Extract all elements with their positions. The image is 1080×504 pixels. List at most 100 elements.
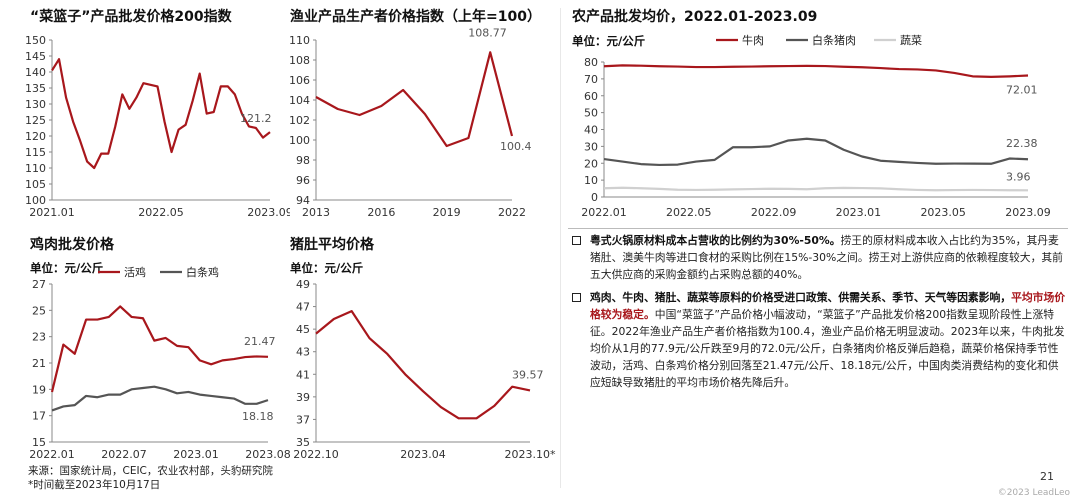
source-note: 来源：国家统计局，CEIC，农业农村部，头豹研究院 *时间截至2023年10月1… bbox=[28, 464, 273, 492]
chart-basket: 100 105 110 115 120 125 130 135 140 145 150 2021.01… bbox=[25, 34, 290, 219]
y-tick-label: 0 bbox=[591, 191, 598, 204]
series-line-牛肉 bbox=[603, 64, 1029, 78]
bullet-lead: 粤式火锅原材料成本占营收的比例约为30%-50%。 bbox=[590, 234, 841, 247]
data-label: 100.4 bbox=[500, 140, 532, 153]
bullet-list: 粤式火锅原材料成本占营收的比例约为30%-50%。捞王的原材料成本收入占比约为3… bbox=[568, 232, 1068, 397]
column-divider bbox=[560, 8, 561, 488]
y-tick-label: 50 bbox=[584, 107, 598, 120]
y-tick-label: 80 bbox=[584, 56, 598, 69]
y-tick-label: 21 bbox=[32, 357, 46, 370]
y-tick-label: 17 bbox=[32, 410, 46, 423]
y-tick-label: 39 bbox=[296, 391, 310, 404]
bullet-item: 粤式火锅原材料成本占营收的比例约为30%-50%。捞王的原材料成本收入占比约为3… bbox=[568, 232, 1068, 283]
y-tick-label: 30 bbox=[584, 140, 598, 153]
x-tick-label: 2022.01 bbox=[581, 206, 627, 219]
x-tick-label: 2022.09 bbox=[751, 206, 797, 219]
y-tick-label: 104 bbox=[289, 94, 310, 107]
y-tick-label: 150 bbox=[25, 34, 46, 47]
y-tick-label: 106 bbox=[289, 74, 310, 87]
y-tick-label: 98 bbox=[296, 154, 310, 167]
chart-chicken: 15 17 19 21 23 25 27 2022.01 2022.07 2023.01 2023.… bbox=[29, 266, 290, 461]
y-tick-label: 60 bbox=[584, 90, 598, 103]
chart-title-agri: 农产品批发均价，2022.01-2023.09 bbox=[572, 9, 818, 25]
y-tick-label: 10 bbox=[584, 174, 598, 187]
x-tick-label: 2023.01 bbox=[836, 206, 882, 219]
x-tick-label: 2023.08 bbox=[245, 448, 290, 461]
y-tick-label: 70 bbox=[584, 73, 598, 86]
y-tick-label: 37 bbox=[296, 413, 310, 426]
x-tick-label: 2022 bbox=[498, 206, 526, 219]
bullet-lead: 鸡肉、牛肉、猪肚、蔬菜等原料的价格受进口政策、供需关系、季节、天气等因素影响， bbox=[590, 291, 1012, 304]
y-tick-label: 108 bbox=[289, 54, 310, 67]
y-tick-label: 45 bbox=[296, 323, 310, 336]
y-tick-label: 41 bbox=[296, 368, 310, 381]
legend-label: 白条猪肉 bbox=[812, 33, 856, 47]
data-label: 39.57 bbox=[512, 368, 544, 381]
chart-unit-agri: 单位：元/公斤 bbox=[572, 34, 646, 48]
copyright: ©2023 LeadLeo bbox=[997, 488, 1070, 498]
x-tick-label: 2022.05 bbox=[138, 206, 184, 219]
y-tick-label: 96 bbox=[296, 174, 310, 187]
y-tick-label: 100 bbox=[289, 134, 310, 147]
x-tick-label: 2022.07 bbox=[101, 448, 147, 461]
y-tick-label: 145 bbox=[25, 50, 46, 63]
y-tick-label: 120 bbox=[25, 130, 46, 143]
y-tick-label: 125 bbox=[25, 114, 46, 127]
data-label: 22.38 bbox=[1006, 137, 1038, 150]
y-tick-label: 94 bbox=[296, 194, 310, 207]
chart-tripe: 35 37 39 41 43 45 47 49 2022.10 2023.04 2023.10* 39… bbox=[293, 278, 556, 461]
series-line-main bbox=[315, 309, 531, 420]
chart-title-basket: “菜篮子”产品批发价格200指数 bbox=[30, 9, 232, 25]
y-tick-label: 27 bbox=[32, 278, 46, 291]
y-tick-label: 40 bbox=[584, 124, 598, 137]
y-tick-label: 47 bbox=[296, 301, 310, 314]
page-number: 21 bbox=[1040, 470, 1054, 483]
y-tick-label: 19 bbox=[32, 383, 46, 396]
y-tick-label: 110 bbox=[289, 34, 310, 47]
series-line-白条鸡 bbox=[51, 385, 269, 412]
y-tick-label: 110 bbox=[25, 162, 46, 175]
data-label: 108.77 bbox=[468, 28, 507, 39]
chart-title-chicken: 鸡肉批发价格 bbox=[30, 237, 114, 253]
y-tick-label: 102 bbox=[289, 114, 310, 127]
legend-label: 白条鸡 bbox=[186, 266, 219, 279]
y-tick-label: 140 bbox=[25, 66, 46, 79]
chart-title-tripe: 猪肚平均价格 bbox=[290, 237, 374, 253]
x-tick-label: 2019 bbox=[433, 206, 461, 219]
x-tick-label: 2023.09 bbox=[247, 206, 290, 219]
y-tick-label: 100 bbox=[25, 194, 46, 207]
x-tick-label: 2022.01 bbox=[29, 448, 75, 461]
y-tick-label: 35 bbox=[296, 436, 310, 449]
bullet-item: 鸡肉、牛肉、猪肚、蔬菜等原料的价格受进口政策、供需关系、季节、天气等因素影响，平… bbox=[568, 289, 1068, 391]
bullet-highlight: 平均市场价格较为稳定。 bbox=[590, 291, 1066, 321]
x-tick-label: 2023.04 bbox=[400, 448, 446, 461]
x-tick-label: 2013 bbox=[302, 206, 330, 219]
y-tick-label: 25 bbox=[32, 304, 46, 317]
checkbox-square-icon bbox=[572, 293, 581, 302]
y-tick-label: 105 bbox=[25, 178, 46, 191]
y-tick-label: 49 bbox=[296, 278, 310, 291]
chart-unit-chicken: 单位：元/公斤 bbox=[30, 261, 104, 275]
data-label: 18.18 bbox=[242, 410, 274, 423]
chart-agri: 0 10 20 30 40 50 60 70 80 2022.01 2022.05 2022.09 20… bbox=[581, 33, 1051, 219]
legend-label: 蔬菜 bbox=[900, 34, 922, 47]
x-tick-label: 2023.05 bbox=[920, 206, 966, 219]
x-tick-label: 2022.10 bbox=[293, 448, 339, 461]
series-line-main bbox=[51, 58, 271, 170]
y-tick-label: 130 bbox=[25, 98, 46, 111]
x-tick-label: 2016 bbox=[367, 206, 395, 219]
x-tick-label: 2022.05 bbox=[666, 206, 712, 219]
y-tick-label: 43 bbox=[296, 346, 310, 359]
series-line-main bbox=[315, 51, 514, 148]
x-tick-label: 2023.01 bbox=[173, 448, 219, 461]
y-tick-label: 115 bbox=[25, 146, 46, 159]
data-label: 72.01 bbox=[1006, 83, 1038, 96]
x-tick-label: 2023.10* bbox=[505, 448, 556, 461]
bullet-body: 捞王的原材料成本收入占比约为35%，其丹麦猪肚、澳美牛肉等进口食材的采购比例在1… bbox=[590, 234, 1063, 281]
series-line-活鸡 bbox=[50, 305, 269, 393]
data-label: 3.96 bbox=[1006, 170, 1031, 183]
y-tick-label: 135 bbox=[25, 82, 46, 95]
chart-unit-tripe: 单位：元/公斤 bbox=[290, 261, 364, 275]
x-tick-label: 2023.09 bbox=[1005, 206, 1051, 219]
bullet-body: 中国“菜篮子”产品价格小幅波动，“菜篮子”产品批发价格200指数呈现阶段性上涨特… bbox=[590, 308, 1065, 389]
